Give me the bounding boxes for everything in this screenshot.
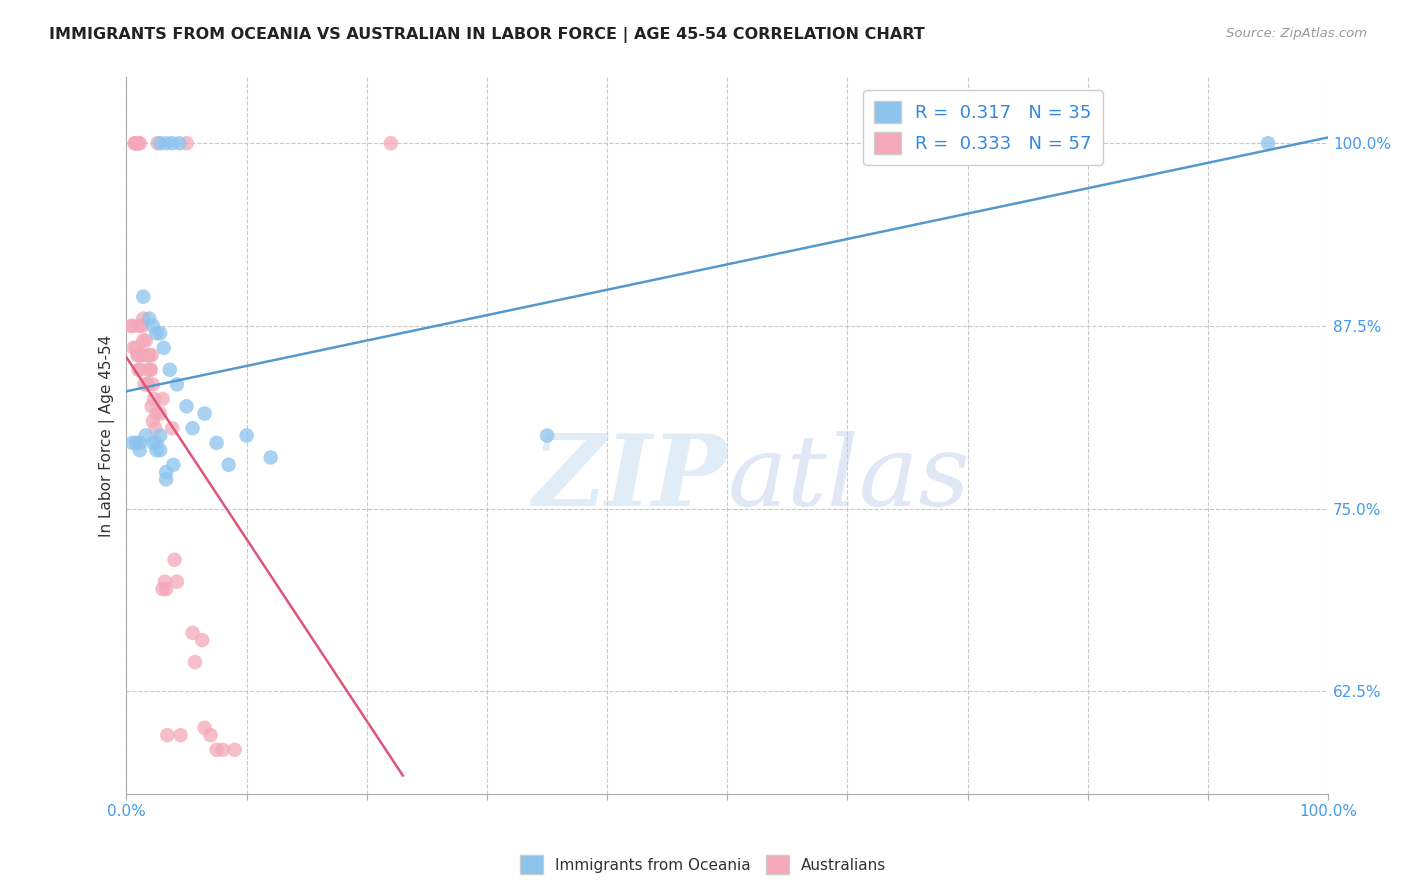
Point	[176, 399, 198, 413]
Y-axis label: In Labor Force | Age 45-54: In Labor Force | Age 45-54	[100, 334, 115, 537]
Point	[194, 721, 217, 735]
Point	[194, 407, 217, 421]
Point	[149, 407, 172, 421]
Point	[860, 136, 883, 151]
Point	[136, 377, 159, 392]
Point	[121, 318, 143, 333]
Point	[142, 414, 165, 428]
Point	[155, 136, 177, 151]
Point	[160, 421, 183, 435]
Point	[176, 136, 198, 151]
Point	[141, 399, 163, 413]
Point	[128, 443, 150, 458]
Point	[205, 435, 228, 450]
Point	[128, 136, 150, 151]
Point	[132, 334, 155, 348]
Text: IMMIGRANTS FROM OCEANIA VS AUSTRALIAN IN LABOR FORCE | AGE 45-54 CORRELATION CHA: IMMIGRANTS FROM OCEANIA VS AUSTRALIAN IN…	[49, 27, 925, 43]
Point	[129, 348, 152, 362]
Point	[166, 574, 188, 589]
Point	[135, 428, 157, 442]
Point	[128, 318, 150, 333]
Point	[135, 348, 157, 362]
Point	[146, 136, 169, 151]
Point	[235, 428, 257, 442]
Text: atlas: atlas	[727, 431, 970, 526]
Point	[162, 458, 184, 472]
Point	[138, 348, 160, 362]
Point	[127, 136, 149, 151]
Point	[136, 377, 159, 392]
Point	[166, 377, 188, 392]
Point	[125, 435, 148, 450]
Point	[200, 728, 222, 742]
Point	[224, 743, 246, 757]
Point	[135, 334, 157, 348]
Point	[145, 435, 167, 450]
Point	[211, 743, 233, 757]
Point	[131, 348, 153, 362]
Point	[205, 743, 228, 757]
Point	[142, 435, 165, 450]
Legend: Immigrants from Oceania, Australians: Immigrants from Oceania, Australians	[513, 849, 893, 880]
Point	[143, 392, 166, 406]
Point	[152, 582, 174, 596]
Point	[155, 465, 177, 479]
Point	[181, 421, 204, 435]
Point	[155, 582, 177, 596]
Point	[127, 136, 149, 151]
Point	[181, 625, 204, 640]
Point	[145, 407, 167, 421]
Point	[138, 311, 160, 326]
Point	[121, 435, 143, 450]
Point	[125, 341, 148, 355]
Point	[136, 363, 159, 377]
Point	[149, 136, 172, 151]
Point	[145, 443, 167, 458]
Point	[134, 377, 156, 392]
Point	[260, 450, 283, 465]
Point	[139, 363, 162, 377]
Legend: R =  0.317   N = 35, R =  0.333   N = 57: R = 0.317 N = 35, R = 0.333 N = 57	[863, 90, 1102, 165]
Text: Source: ZipAtlas.com: Source: ZipAtlas.com	[1226, 27, 1367, 40]
Point	[149, 428, 172, 442]
Point	[1257, 136, 1279, 151]
Point	[159, 363, 181, 377]
Point	[139, 363, 162, 377]
Point	[152, 341, 174, 355]
Point	[122, 341, 145, 355]
Point	[131, 318, 153, 333]
Point	[124, 136, 146, 151]
Point	[149, 443, 172, 458]
Point	[124, 136, 146, 151]
Point	[142, 318, 165, 333]
Point	[127, 363, 149, 377]
Point	[169, 728, 191, 742]
Point	[132, 311, 155, 326]
Point	[152, 392, 174, 406]
Text: ZIP: ZIP	[533, 430, 727, 527]
Point	[127, 348, 149, 362]
Point	[153, 574, 176, 589]
Point	[184, 655, 207, 669]
Point	[149, 326, 172, 341]
Point	[160, 136, 183, 151]
Point	[143, 421, 166, 435]
Point	[218, 458, 240, 472]
Point	[141, 348, 163, 362]
Point	[155, 472, 177, 486]
Point	[169, 136, 191, 151]
Point	[142, 377, 165, 392]
Point	[127, 348, 149, 362]
Point	[125, 136, 148, 151]
Point	[536, 428, 558, 442]
Point	[191, 633, 214, 648]
Point	[128, 435, 150, 450]
Point	[132, 290, 155, 304]
Point	[128, 363, 150, 377]
Point	[145, 326, 167, 341]
Point	[380, 136, 402, 151]
Point	[156, 728, 179, 742]
Point	[163, 553, 186, 567]
Point	[120, 318, 142, 333]
